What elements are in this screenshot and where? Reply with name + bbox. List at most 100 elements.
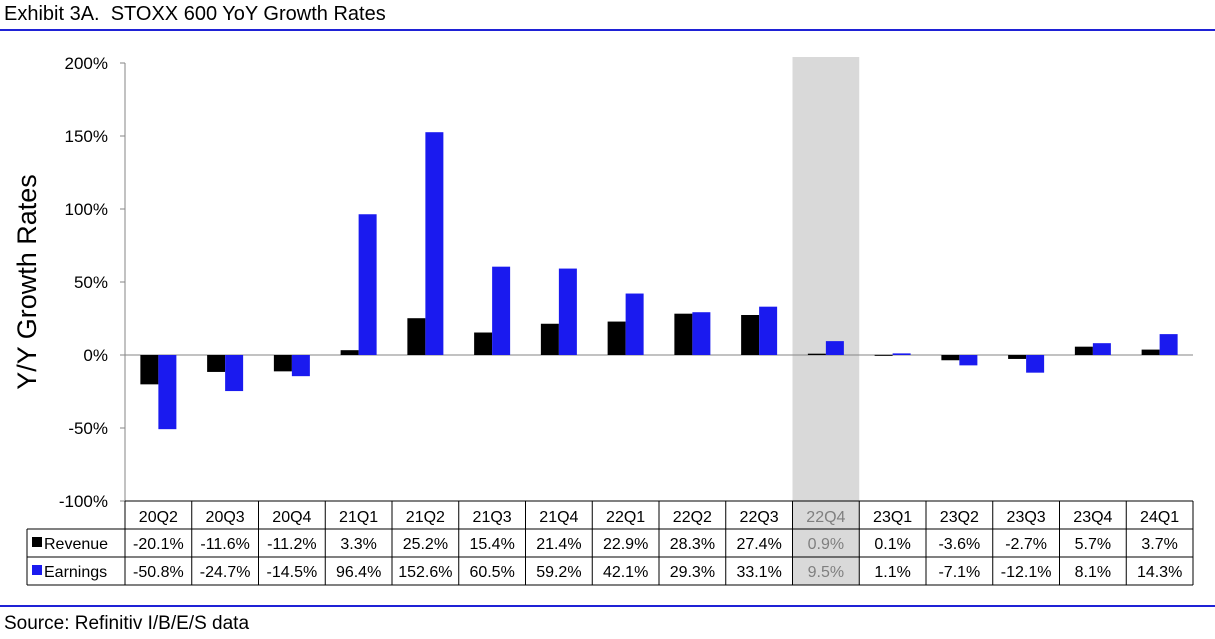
earnings-legend-key: [32, 565, 42, 575]
data-label: 59.2%: [536, 564, 581, 581]
revenue-bar: [273, 355, 292, 372]
y-tick-label: -50%: [68, 419, 108, 438]
revenue-bar: [1141, 349, 1160, 355]
data-label: 0.9%: [808, 536, 844, 553]
revenue-bar: [140, 355, 159, 385]
x-tick-label: 21Q2: [406, 509, 445, 526]
data-table: 20Q2 20Q3 20Q4 21Q1 21Q2 21Q3 21Q4 22Q1 22Q2 22Q3…: [26, 500, 1194, 586]
y-tick-label: 100%: [65, 200, 108, 219]
earnings-bar: [892, 353, 911, 355]
revenue-legend-key: [32, 537, 42, 547]
x-tick-label: 22Q2: [673, 509, 712, 526]
x-tick-label: 24Q1: [1140, 509, 1179, 526]
data-label: -14.5%: [267, 564, 318, 581]
earnings-bar: [759, 306, 778, 355]
x-tick-label: 23Q3: [1007, 509, 1046, 526]
revenue-bar: [407, 318, 426, 355]
earnings-bar: [425, 132, 444, 355]
revenue-bar: [807, 353, 826, 355]
revenue-bar: [474, 332, 493, 355]
highlight-band-layer: [792, 57, 860, 585]
data-label: 14.3%: [1137, 564, 1182, 581]
data-label: 9.5%: [808, 564, 844, 581]
data-label: 25.2%: [403, 536, 448, 553]
bar-layer: [140, 132, 1178, 430]
data-label: 27.4%: [736, 536, 781, 553]
source-note: Source: Refinitiv I/B/E/S data: [4, 613, 250, 634]
data-label: 28.3%: [670, 536, 715, 553]
data-label: 1.1%: [874, 564, 910, 581]
data-label: -2.7%: [1005, 536, 1047, 553]
bottom-rule: [0, 605, 1215, 607]
growth-chart: 200%150%100%50%0%-50%-100% 20Q2 20Q3 20Q4 2…: [12, 54, 1194, 586]
highlight-band: [792, 57, 860, 585]
data-label: 3.7%: [1141, 536, 1177, 553]
x-tick-label: 22Q4: [806, 509, 845, 526]
data-label: 22.9%: [603, 536, 648, 553]
legend-label: Earnings: [44, 564, 107, 581]
earnings-bar: [158, 355, 177, 430]
x-tick-label: 22Q3: [740, 509, 779, 526]
x-tick-label: 21Q3: [473, 509, 512, 526]
y-tick-label: 0%: [83, 346, 108, 365]
x-tick-label: 23Q4: [1073, 509, 1112, 526]
data-label: 96.4%: [336, 564, 381, 581]
earnings-bar: [291, 355, 310, 377]
earnings-bar: [1092, 343, 1111, 355]
data-label: 5.7%: [1075, 536, 1111, 553]
revenue-bar: [1074, 346, 1093, 355]
data-label: -7.1%: [938, 564, 980, 581]
data-label: 29.3%: [670, 564, 715, 581]
legend-label: Revenue: [44, 536, 108, 553]
revenue-bar: [607, 321, 626, 355]
revenue-bar: [674, 313, 693, 355]
x-tick-label: 23Q1: [873, 509, 912, 526]
exhibit-title: Exhibit 3A. STOXX 600 YoY Growth Rates: [4, 3, 386, 25]
revenue-bar: [941, 355, 960, 361]
revenue-bar: [207, 355, 226, 372]
y-tick-label: 150%: [65, 127, 108, 146]
x-tick-label: 21Q1: [339, 509, 378, 526]
x-tick-label: 20Q3: [206, 509, 245, 526]
top-rule: [0, 29, 1215, 31]
data-label: 8.1%: [1075, 564, 1111, 581]
revenue-bar: [540, 323, 559, 355]
earnings-bar: [959, 355, 978, 366]
data-label: 0.1%: [874, 536, 910, 553]
axis-layer: 200% 150% 100% 50% 0% -50% -100%: [59, 54, 1193, 511]
y-axis-label: Y/Y Growth Rates: [12, 174, 42, 390]
earnings-bar: [1159, 334, 1178, 355]
data-label: 60.5%: [469, 564, 514, 581]
data-label: 33.1%: [736, 564, 781, 581]
x-tick-label: 20Q2: [139, 509, 178, 526]
data-label: -11.2%: [267, 536, 317, 553]
x-tick-label: 22Q1: [606, 509, 645, 526]
x-tick-label: 23Q2: [940, 509, 979, 526]
revenue-bar: [340, 350, 359, 355]
earnings-bar: [225, 355, 244, 392]
earnings-bar: [692, 312, 711, 355]
data-label: -3.6%: [938, 536, 980, 553]
y-tick-label: 50%: [74, 273, 108, 292]
data-label: 15.4%: [469, 536, 514, 553]
data-label: -20.1%: [133, 536, 184, 553]
earnings-bar: [358, 214, 377, 355]
y-tick-label: -100%: [59, 492, 108, 511]
revenue-bar: [874, 354, 893, 356]
revenue-bar: [1008, 355, 1027, 359]
data-label: 152.6%: [398, 564, 452, 581]
earnings-bar: [625, 293, 644, 355]
x-tick-label: 20Q4: [272, 509, 311, 526]
data-label: -50.8%: [133, 564, 184, 581]
earnings-bar: [1026, 355, 1045, 373]
data-label: -12.1%: [1001, 564, 1052, 581]
earnings-bar: [825, 341, 844, 355]
data-label: -24.7%: [200, 564, 251, 581]
data-label: 3.3%: [340, 536, 376, 553]
y-tick-label: 200%: [65, 54, 108, 73]
data-label: 21.4%: [536, 536, 581, 553]
earnings-bar: [492, 266, 511, 355]
data-label: -11.6%: [200, 536, 250, 553]
earnings-bar: [558, 268, 577, 355]
x-tick-label: 21Q4: [539, 509, 578, 526]
